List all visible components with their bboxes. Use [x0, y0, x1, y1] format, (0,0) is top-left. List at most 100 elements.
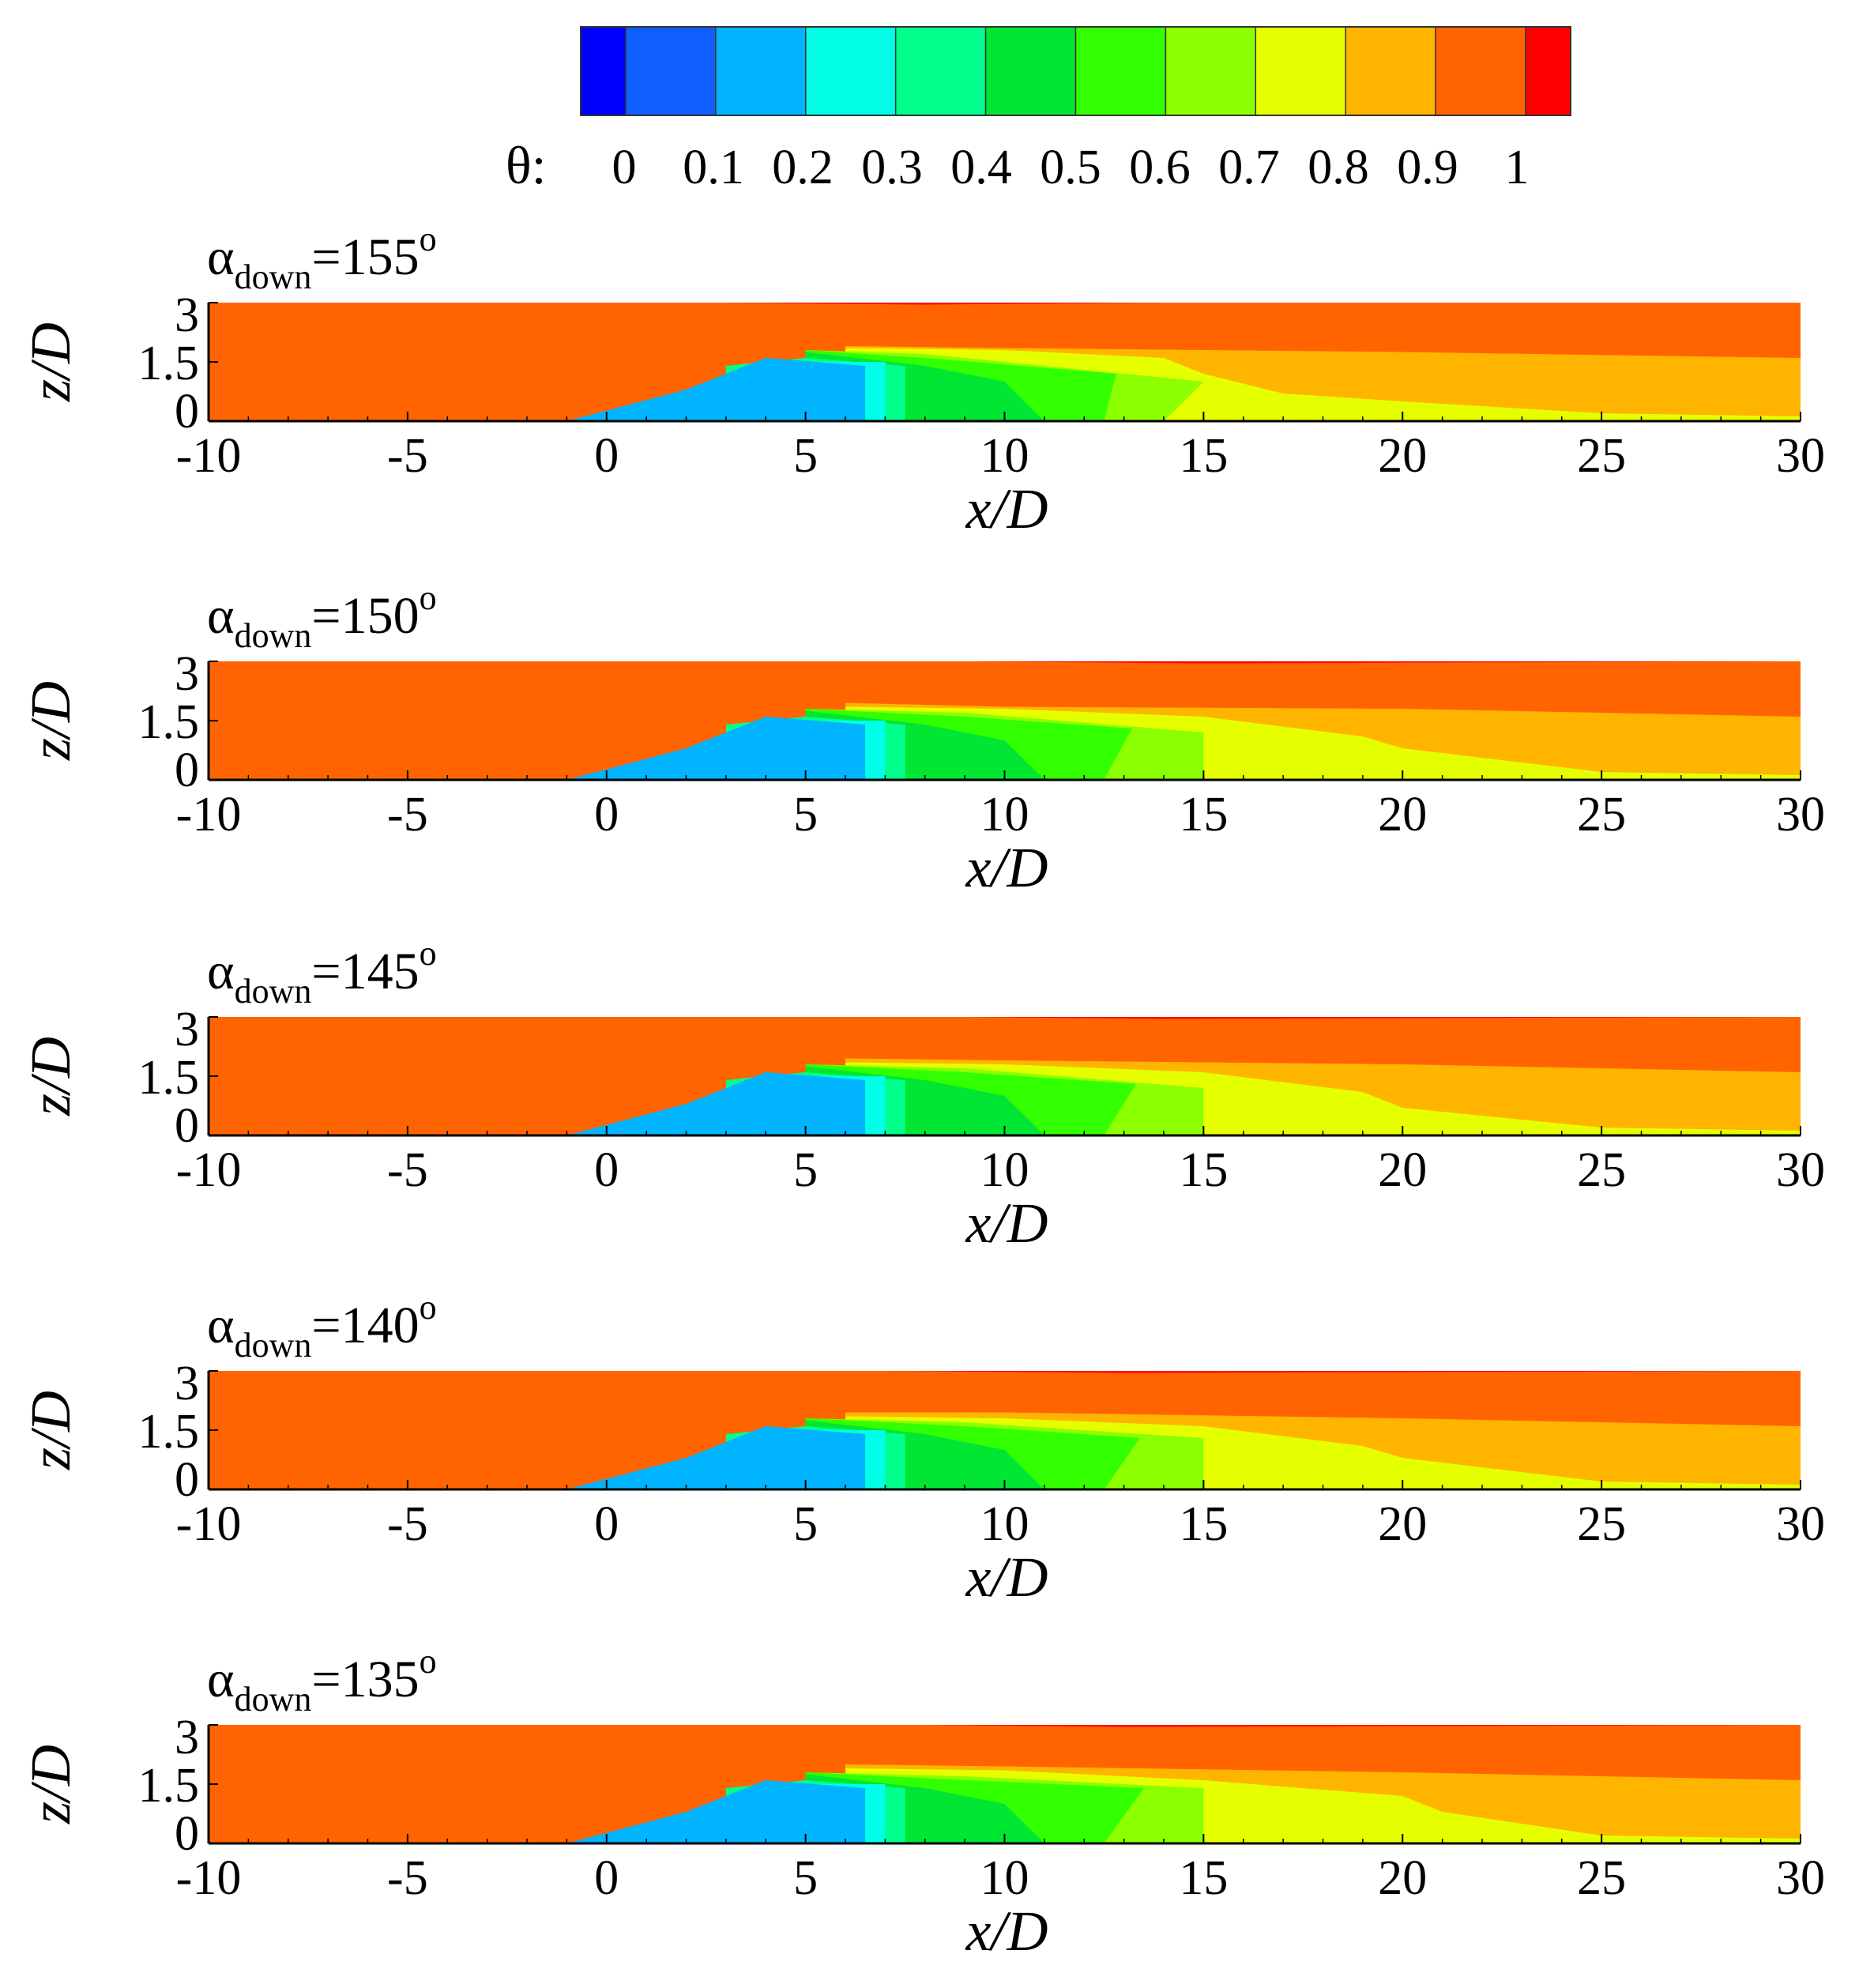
x-tick-label: 15 [1179, 1497, 1228, 1551]
colorbar-swatch [715, 26, 807, 116]
x-tick-label: 5 [793, 1497, 818, 1551]
colorbar-tick-label: 0.2 [772, 141, 834, 194]
x-tick-label: -10 [176, 429, 242, 483]
x-tick-label: 10 [980, 1851, 1029, 1905]
y-tick-label: 3 [175, 288, 199, 342]
y-tick-label: 0 [175, 744, 199, 797]
y-tick-label: 3 [175, 1003, 199, 1056]
y-tick-label: 3 [175, 647, 199, 701]
colorbar-tick-label: 0.7 [1218, 141, 1280, 194]
contour-field [209, 1017, 1801, 1135]
y-tick-label: 3 [175, 1357, 199, 1410]
colorbar-swatch [580, 26, 627, 116]
x-axis-title: x/D [965, 1900, 1048, 1963]
panel-title: αdown=155o [207, 220, 437, 296]
colorbar: θ: 0 0.1 0.2 0.3 0.4 0.5 0.6 0.7 0.8 0.9 1 [506, 26, 1571, 195]
colorbar-swatch [984, 26, 1077, 116]
panel-title-superscript: o [420, 220, 437, 258]
x-tick-label: 15 [1179, 429, 1228, 483]
x-tick-label: 0 [594, 1497, 619, 1551]
colorbar-tick-label: 0.1 [683, 141, 744, 194]
colorbar-tick-label: 0.8 [1308, 141, 1369, 194]
y-axis-title: z/D [19, 1391, 82, 1470]
panel-title-symbol: α [207, 228, 235, 286]
y-tick-label: 0 [175, 385, 199, 439]
contour-region [566, 717, 866, 780]
colorbar-swatch [1345, 26, 1436, 116]
y-tick-label: 1.5 [138, 1405, 200, 1459]
x-axis-title: x/D [965, 1192, 1048, 1255]
x-tick-label: 10 [980, 1143, 1029, 1197]
x-tick-label: 10 [980, 1497, 1029, 1551]
y-tick-label: 0 [175, 1807, 199, 1861]
panel-title-subscript: down [235, 1680, 312, 1719]
colorbar-tick-label: 0.9 [1397, 141, 1458, 194]
colorbar-swatch [1255, 26, 1346, 116]
panel-title: αdown=135o [207, 1642, 437, 1719]
panel-title-superscript: o [420, 934, 437, 973]
x-axis-title: x/D [965, 1546, 1048, 1609]
x-tick-label: -5 [387, 1497, 428, 1551]
x-tick-label: 25 [1577, 1497, 1626, 1551]
x-tick-label: -10 [176, 788, 242, 842]
x-tick-label: 15 [1179, 788, 1228, 842]
y-axis-title: z/D [19, 1037, 82, 1116]
x-tick-label: 30 [1776, 788, 1825, 842]
colorbar-swatch [805, 26, 897, 116]
x-tick-label: 30 [1776, 1497, 1825, 1551]
contour-region [566, 1426, 866, 1489]
x-tick-label: 0 [594, 1851, 619, 1905]
x-tick-label: 0 [594, 429, 619, 483]
x-tick-label: -10 [176, 1497, 242, 1551]
x-tick-label: 5 [793, 429, 818, 483]
colorbar-swatch [1525, 26, 1571, 116]
panel-title: αdown=150o [207, 578, 437, 655]
x-tick-label: 5 [793, 788, 818, 842]
contour-field [209, 1371, 1801, 1489]
x-tick-label: 30 [1776, 1851, 1825, 1905]
x-tick-label: 20 [1378, 1851, 1427, 1905]
y-axis-title: z/D [19, 681, 82, 761]
colorbar-tick-label: 0 [612, 141, 637, 194]
panel-title: αdown=140o [207, 1288, 437, 1365]
colorbar-frame [580, 26, 1571, 116]
x-tick-label: 20 [1378, 1497, 1427, 1551]
y-tick-label: 3 [175, 1711, 199, 1764]
y-tick-label: 0 [175, 1453, 199, 1507]
x-tick-label: -5 [387, 1143, 428, 1197]
x-tick-label: 0 [594, 788, 619, 842]
x-axis-title: x/D [965, 477, 1048, 540]
x-tick-label: 25 [1577, 1851, 1626, 1905]
colorbar-swatch [625, 26, 717, 116]
x-tick-label: 10 [980, 429, 1029, 483]
x-tick-label: 20 [1378, 788, 1427, 842]
panel-title-subscript: down [235, 616, 312, 655]
x-tick-label: 5 [793, 1143, 818, 1197]
colorbar-swatch [1074, 26, 1167, 116]
contour-field [209, 303, 1801, 421]
panel-title-value: =135 [311, 1651, 419, 1708]
colorbar-tick-label: 0.3 [861, 141, 923, 194]
panel-title-value: =150 [311, 587, 419, 645]
x-tick-label: 25 [1577, 788, 1626, 842]
contour-field [209, 1725, 1801, 1843]
panel-title-value: =145 [311, 943, 419, 1000]
contour-field [209, 661, 1801, 780]
y-tick-label: 1.5 [138, 695, 200, 749]
x-tick-label: -5 [387, 1851, 428, 1905]
panel-title-superscript: o [420, 1642, 437, 1681]
panel-title-subscript: down [235, 1326, 312, 1365]
x-tick-label: 15 [1179, 1143, 1228, 1197]
panel-title-subscript: down [235, 258, 312, 296]
x-tick-label: 30 [1776, 1143, 1825, 1197]
panel-title-symbol: α [207, 1297, 235, 1354]
y-tick-label: 1.5 [138, 337, 200, 390]
x-tick-label: 20 [1378, 1143, 1427, 1197]
colorbar-tick-label: 0.5 [1040, 141, 1101, 194]
colorbar-tick-label: 0.4 [950, 141, 1012, 194]
contour-region [566, 1780, 866, 1843]
